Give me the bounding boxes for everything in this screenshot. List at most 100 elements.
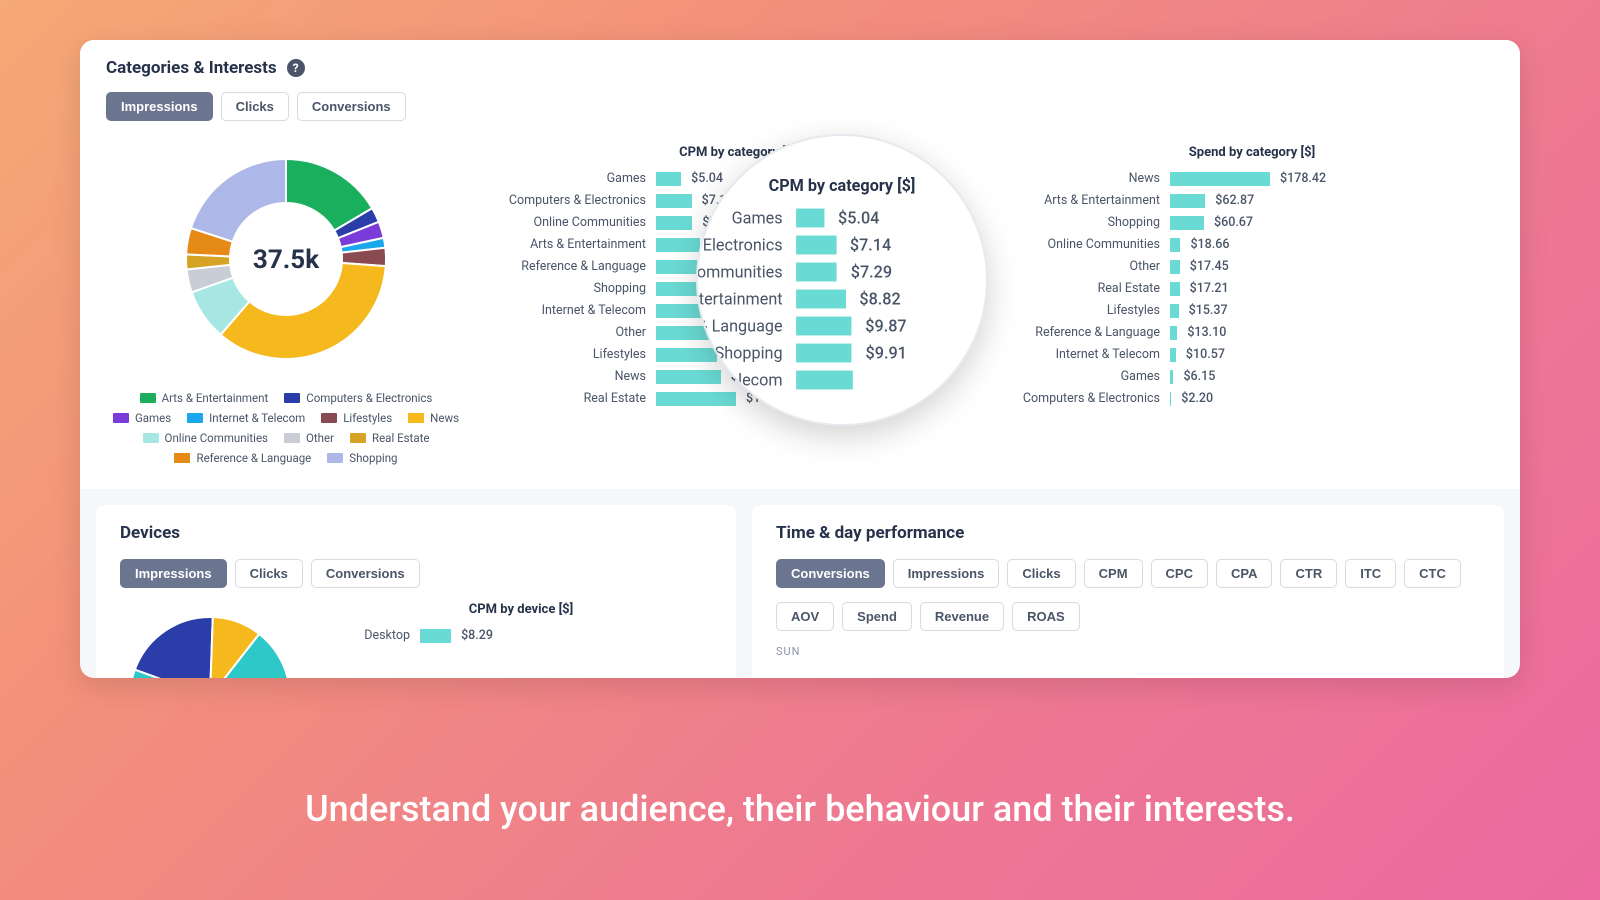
bar-label: Shopping (1010, 215, 1160, 230)
bar-value: $17.45 (1190, 259, 1250, 274)
time-day-panel: Time & day performance ConversionsImpres… (752, 505, 1504, 678)
legend-item: Real Estate (350, 431, 429, 445)
bar-fill (1170, 260, 1180, 274)
day-label-sun: SUN (776, 645, 1480, 658)
bar-value: $8.29 (461, 628, 521, 643)
bar-row: Arts & Entertainment$62.87 (1010, 192, 1494, 209)
donut-segment[interactable] (191, 159, 286, 242)
tab-cpc[interactable]: CPC (1151, 559, 1208, 588)
bar-fill (420, 629, 451, 643)
spend-title: Spend by category [$] (1010, 145, 1494, 160)
bar-fill (1170, 348, 1176, 362)
magnifier-title: CPM by category [$] (696, 176, 988, 195)
legend-swatch (143, 433, 159, 443)
tab-itc[interactable]: ITC (1345, 559, 1396, 588)
tab-conversions[interactable]: Conversions (311, 559, 420, 588)
bar-value: $18.66 (1190, 237, 1250, 252)
tab-cpm[interactable]: CPM (1084, 559, 1143, 588)
tab-clicks[interactable]: Clicks (1007, 559, 1075, 588)
bar-fill (1170, 304, 1179, 318)
bar-row: lecom (696, 368, 988, 392)
bar-row: Internet & Telecom$10.57 (1010, 346, 1494, 363)
legend-swatch (408, 413, 424, 423)
devices-title: Devices (120, 523, 712, 543)
bar-label: Online Communities (1010, 237, 1160, 252)
bar-row: Real Estate$17.21 (1010, 280, 1494, 297)
tab-clicks[interactable]: Clicks (235, 559, 303, 588)
bar-fill (656, 216, 692, 230)
bar-value: $5.04 (838, 209, 919, 228)
bar-fill (796, 344, 852, 363)
pie-segment[interactable] (135, 617, 213, 678)
bar-value: $178.42 (1280, 171, 1340, 186)
bar-value: $13.10 (1187, 325, 1247, 340)
bar-fill (656, 194, 692, 208)
tab-clicks[interactable]: Clicks (221, 92, 289, 121)
bar-row: ers & Electronics $7.14 (696, 233, 988, 257)
donut-legend: Arts & Entertainment Computers & Electron… (106, 391, 466, 465)
legend-item: Games (113, 411, 171, 425)
bar-row: Entertainment $8.82 (696, 287, 988, 311)
legend-item: Shopping (327, 451, 397, 465)
bar-label: Internet & Telecom (496, 303, 646, 318)
tab-aov[interactable]: AOV (776, 602, 834, 631)
bar-label: Other (1010, 259, 1160, 274)
legend-label: Reference & Language (196, 451, 311, 465)
bar-label: Real Estate (1010, 281, 1160, 296)
bar-label: Lifestyles (1010, 303, 1160, 318)
magnifier-lens: CPM by category [$] Games$5.04ers & Elec… (696, 134, 988, 426)
tab-revenue[interactable]: Revenue (920, 602, 1004, 631)
legend-label: Games (135, 411, 171, 425)
time-tabs-row1: Conversions ImpressionsClicks CPM CPC CPA CTR… (776, 559, 1480, 588)
bar-value: $60.67 (1214, 215, 1274, 230)
legend-label: Arts & Entertainment (162, 391, 269, 405)
tab-ctc[interactable]: CTC (1404, 559, 1461, 588)
bar-label: e & Language (696, 317, 783, 336)
bar-row: Computers & Electronics$2.20 (1010, 390, 1494, 407)
bar-value: $8.82 (859, 290, 940, 309)
tab-cpa[interactable]: CPA (1216, 559, 1272, 588)
donut-chart: 37.5k Arts & EntertainmentComputers & El… (106, 135, 466, 465)
legend-item: Lifestyles (321, 411, 392, 425)
bar-label: Other (496, 325, 646, 340)
tab-conversions[interactable]: Conversions (297, 92, 406, 121)
bar-label: ers & Electronics (696, 236, 783, 255)
tab-conversions[interactable]: Conversions (776, 559, 885, 588)
bar-label: Entertainment (696, 290, 783, 309)
legend-item: News (408, 411, 459, 425)
bar-label: Reference & Language (1010, 325, 1160, 340)
legend-label: Online Communities (165, 431, 268, 445)
bar-label: News (1010, 171, 1160, 186)
tab-impressions[interactable]: Impressions (893, 559, 1000, 588)
bar-row: Lifestyles$15.37 (1010, 302, 1494, 319)
bar-row: Reference & Language $13.10 (1010, 324, 1494, 341)
legend-swatch (321, 413, 337, 423)
bar-value: $9.87 (865, 317, 946, 336)
bar-fill (1170, 194, 1205, 208)
bar-fill (796, 263, 837, 282)
tab-spend[interactable]: Spend (842, 602, 912, 631)
legend-swatch (174, 453, 190, 463)
tagline-text: Understand your audience, their behaviou… (0, 788, 1600, 830)
bar-row: Shopping$9.91 (696, 341, 988, 365)
bar-fill (1170, 282, 1180, 296)
legend-swatch (284, 393, 300, 403)
legend-item: Computers & Electronics (284, 391, 432, 405)
legend-swatch (113, 413, 129, 423)
bar-value: $7.14 (850, 236, 931, 255)
tab-ctr[interactable]: CTR (1280, 559, 1337, 588)
bar-fill (1170, 216, 1204, 230)
tab-roas[interactable]: ROAS (1012, 602, 1080, 631)
help-icon[interactable]: ? (287, 59, 305, 77)
legend-label: Shopping (349, 451, 397, 465)
donut-segment[interactable] (221, 263, 386, 359)
tab-impressions[interactable]: Impressions (106, 92, 213, 121)
bar-label: Arts & Entertainment (1010, 193, 1160, 208)
bar-row: Desktop$8.29 (330, 627, 712, 644)
legend-item: Reference & Language (174, 451, 311, 465)
bar-row: Other $17.45 (1010, 258, 1494, 275)
legend-label: Lifestyles (343, 411, 392, 425)
bar-fill (1170, 392, 1171, 406)
bar-label: Shopping (496, 281, 646, 296)
tab-impressions[interactable]: Impressions (120, 559, 227, 588)
